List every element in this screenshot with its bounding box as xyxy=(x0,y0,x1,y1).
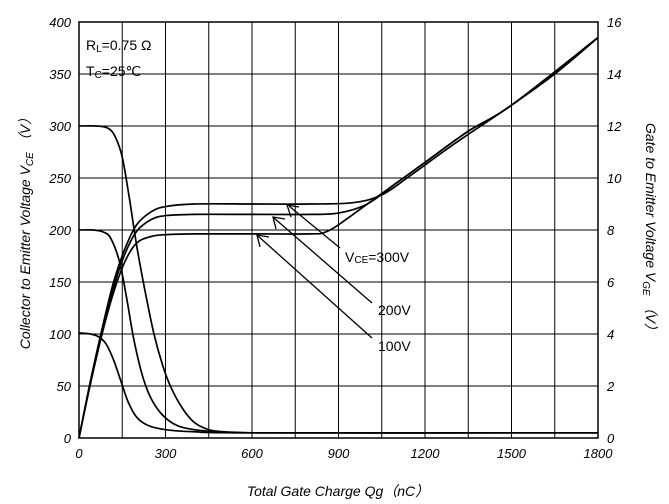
left-y-tick-label: 400 xyxy=(49,15,71,30)
left-y-tick-label: 350 xyxy=(49,67,71,82)
right-y-tick-labels: 0 2 4 6 8 10 12 14 16 xyxy=(606,15,622,446)
right-y-tick-label: 16 xyxy=(607,15,622,30)
vge-curve-300v xyxy=(78,36,599,439)
right-y-tick-label: 6 xyxy=(607,275,615,290)
arrow-300v xyxy=(288,205,341,249)
arrow-200v-head xyxy=(272,216,286,230)
arrow-100v-head xyxy=(256,234,270,248)
right-y-axis-title: Gate to Emitter Voltage VGE（V） xyxy=(640,123,659,337)
x-tick-label: 300 xyxy=(155,446,177,461)
plot-frame xyxy=(78,21,599,439)
left-y-tick-label: 50 xyxy=(57,379,72,394)
left-y-tick-labels: 0 50 100 150 200 250 300 350 400 xyxy=(48,15,71,446)
right-y-tick-label: 12 xyxy=(607,119,622,134)
grid-lines xyxy=(79,22,598,438)
x-axis-title: Total Gate Charge Qg（nC） xyxy=(247,483,429,499)
vge-curve-100v xyxy=(78,36,599,439)
x-tick-label: 1800 xyxy=(584,446,614,461)
right-y-tick-label: 0 xyxy=(607,431,615,446)
left-y-tick-label: 150 xyxy=(49,275,71,290)
x-tick-label: 600 xyxy=(241,446,263,461)
right-y-tick-label: 14 xyxy=(607,67,621,82)
label-100v: 100V xyxy=(378,338,411,354)
right-y-tick-label: 2 xyxy=(606,379,615,394)
left-y-tick-label: 100 xyxy=(49,327,71,342)
arrow-300v-head xyxy=(286,204,300,218)
left-y-tick-label: 300 xyxy=(49,119,71,134)
arrow-100v xyxy=(257,235,373,339)
left-y-tick-label: 250 xyxy=(48,171,71,186)
condition-rl: RL=0.75 Ω xyxy=(86,37,151,55)
left-y-tick-label: 200 xyxy=(48,223,71,238)
right-y-tick-label: 4 xyxy=(607,327,614,342)
x-tick-label: 900 xyxy=(328,446,350,461)
condition-tc: TC=25℃ xyxy=(86,63,141,81)
right-y-tick-label: 10 xyxy=(607,171,622,186)
left-y-tick-label: 0 xyxy=(64,431,72,446)
label-vce-300v: VCE=300V xyxy=(345,249,410,266)
label-200v: 200V xyxy=(378,302,411,318)
x-tick-label: 1500 xyxy=(497,446,527,461)
annotation-arrows xyxy=(256,204,373,339)
x-tick-label: 0 xyxy=(75,446,83,461)
series-curves xyxy=(78,36,599,439)
x-tick-label: 1200 xyxy=(411,446,441,461)
arrow-200v xyxy=(273,217,373,304)
right-y-tick-label: 8 xyxy=(607,223,615,238)
left-y-axis-title: Collector to Emitter Voltage VCE（V） xyxy=(17,111,36,349)
x-tick-labels: 0 300 600 900 1200 1500 1800 xyxy=(75,446,613,461)
